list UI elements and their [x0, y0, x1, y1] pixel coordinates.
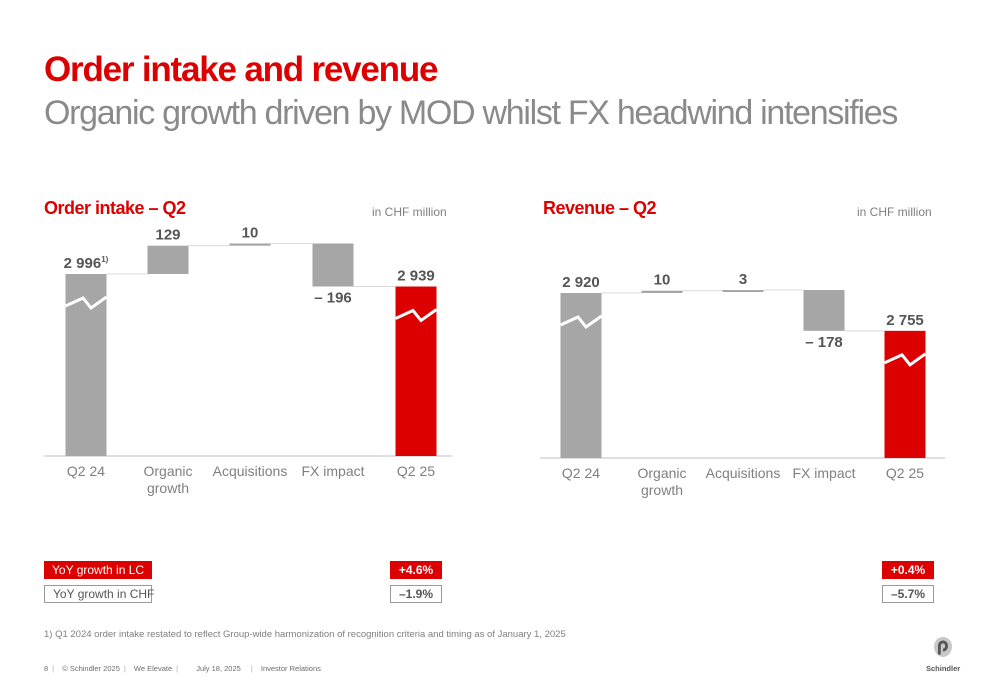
- value-label: 2 9961): [64, 255, 109, 272]
- axis-break-mark: [559, 314, 603, 330]
- category-label: FX impact: [792, 465, 855, 481]
- category-label: FX impact: [301, 463, 364, 479]
- order-intake-chart-title: Order intake – Q2: [44, 198, 186, 218]
- bar-1: [560, 293, 602, 458]
- copyright: © Schindler 2025: [62, 664, 120, 673]
- footer-department: Investor Relations: [260, 664, 321, 673]
- schindler-logo-icon: [934, 637, 952, 657]
- yoy-chf-label: YoY growth in CHF: [44, 585, 154, 603]
- revenue-chart-title: Revenue – Q2: [543, 198, 657, 218]
- bar-2: [147, 245, 189, 274]
- category-label: Organic: [143, 463, 192, 479]
- revenue-yoy-chf-value: –5.7%: [882, 585, 934, 603]
- value-label: – 178: [805, 334, 843, 351]
- value-label: 2 920: [562, 274, 600, 291]
- category-label: growth: [641, 482, 683, 498]
- bar-2: [641, 290, 683, 293]
- value-label: – 196: [314, 290, 352, 307]
- footer-date: July 18, 2025: [196, 664, 241, 673]
- footer: 8 | © Schindler 2025 | We Elevate | July 18…: [44, 664, 321, 673]
- value-label: 2 755: [886, 312, 924, 329]
- footnote-marker: 1): [101, 255, 108, 264]
- footnote: 1) Q1 2024 order intake restated to refl…: [44, 629, 566, 640]
- category-label: Organic: [637, 465, 686, 481]
- category-label: Acquisitions: [706, 465, 781, 481]
- axis-break-mark: [64, 295, 108, 311]
- bar-5: [884, 330, 926, 458]
- value-label: 10: [654, 272, 671, 289]
- axis-break-mark: [883, 352, 927, 367]
- category-label: growth: [147, 480, 189, 496]
- order-yoy-chf-value: –1.9%: [390, 585, 442, 603]
- order-intake-unit: in CHF million: [372, 205, 447, 219]
- bar-4: [803, 290, 845, 331]
- bar-3: [722, 290, 764, 293]
- order-yoy-lc-value: +4.6%: [390, 561, 442, 579]
- value-label: 3: [739, 271, 747, 288]
- category-label: Acquisitions: [213, 463, 288, 479]
- category-label: Q2 24: [562, 465, 600, 481]
- yoy-lc-label: YoY growth in LC: [44, 561, 152, 579]
- revenue-unit: in CHF million: [857, 205, 932, 219]
- schindler-logo: Schindler: [926, 636, 960, 673]
- revenue-yoy-lc-value: +0.4%: [882, 561, 934, 579]
- axis-break-mark: [394, 308, 438, 323]
- page-number: 8: [44, 664, 49, 673]
- value-label: 10: [242, 224, 259, 241]
- tagline: We Elevate: [133, 664, 173, 673]
- value-label: 2 939: [397, 268, 435, 285]
- bar-3: [229, 243, 271, 246]
- value-label: 129: [155, 227, 180, 244]
- category-label: Q2 25: [397, 463, 435, 479]
- category-label: Q2 24: [67, 463, 105, 479]
- slide-subtitle: Organic growth driven by MOD whilst FX h…: [44, 94, 898, 132]
- slide-title: Order intake and revenue: [44, 50, 439, 89]
- bar-4: [312, 243, 354, 287]
- logo-wordmark: Schindler: [926, 664, 961, 673]
- category-label: Q2 25: [886, 465, 924, 481]
